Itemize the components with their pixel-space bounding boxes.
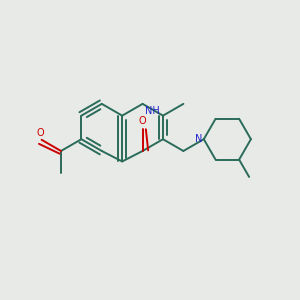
Text: O: O	[139, 116, 146, 126]
Text: O: O	[36, 128, 44, 138]
Text: N: N	[195, 134, 202, 143]
Text: NH: NH	[145, 106, 159, 116]
